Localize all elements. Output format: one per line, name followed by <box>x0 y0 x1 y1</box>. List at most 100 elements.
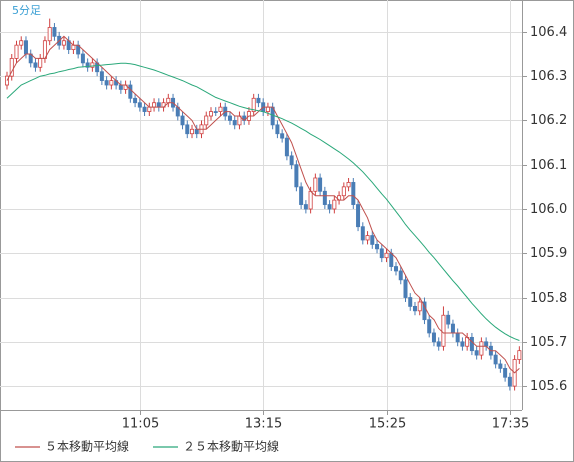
candle-body <box>455 332 460 343</box>
candle-body <box>493 354 498 365</box>
legend-label: ２５本移動平均線 <box>183 439 279 454</box>
candle-body <box>38 58 43 68</box>
candle-body <box>427 319 432 334</box>
y-tick-label: 106.1 <box>530 158 567 173</box>
grid <box>0 0 522 410</box>
candle-body <box>474 350 479 356</box>
candle-body <box>85 62 90 68</box>
candle-body <box>208 111 213 117</box>
candle-body <box>294 164 299 188</box>
candle-body <box>517 350 522 360</box>
candle-body <box>147 106 152 112</box>
candle-body <box>417 301 422 312</box>
candle-body <box>394 266 399 272</box>
candle-body <box>308 190 313 210</box>
candle-body <box>142 106 147 112</box>
y-tick-label: 106.2 <box>530 113 567 128</box>
legend-label: ５本移動平均線 <box>45 439 129 454</box>
candle-body <box>99 71 104 81</box>
candle-body <box>185 124 190 135</box>
candle-body <box>232 120 237 126</box>
candle-body <box>356 204 361 228</box>
candle-body <box>412 305 417 312</box>
candle-body <box>251 97 256 112</box>
candle-body <box>379 248 384 259</box>
candle-body <box>299 186 304 205</box>
candle-body <box>275 124 280 135</box>
candle-body <box>90 62 95 68</box>
moving-average-line <box>6 62 520 341</box>
candle-body <box>133 97 138 104</box>
candle-body <box>460 341 465 347</box>
y-tick-label: 106.0 <box>530 202 567 217</box>
candle-body <box>327 204 332 210</box>
candle-body <box>446 314 451 325</box>
candle-body <box>104 80 109 86</box>
candle-body <box>19 40 24 46</box>
candle-body <box>365 235 370 241</box>
candle-body <box>71 44 76 50</box>
candle-body <box>194 128 199 135</box>
x-tick-label: 17:35 <box>492 417 529 432</box>
x-tick-label: 15:25 <box>369 417 406 432</box>
candle-body <box>9 58 14 77</box>
candle-body <box>33 62 38 68</box>
candle-body <box>503 367 508 378</box>
candle-body <box>375 244 380 250</box>
candle-body <box>436 341 441 347</box>
candle-body <box>14 44 19 59</box>
candle-body <box>479 341 484 356</box>
candle-body <box>80 53 85 64</box>
x-tick-label: 13:15 <box>245 417 282 432</box>
candle-body <box>137 102 142 108</box>
y-tick-label: 105.6 <box>530 379 567 394</box>
y-tick-label: 106.3 <box>530 69 567 84</box>
y-tick-label: 105.8 <box>530 291 567 306</box>
candle-body <box>265 106 270 112</box>
candle-body <box>118 84 123 90</box>
candle-body <box>23 40 28 55</box>
candle-body <box>403 279 408 298</box>
candle-body <box>318 177 323 192</box>
candle-body <box>370 235 375 245</box>
candle-body <box>431 332 436 343</box>
candle-body <box>422 301 427 321</box>
candle-body <box>190 128 195 135</box>
plot-area <box>5 18 522 391</box>
candle-body <box>384 252 389 259</box>
y-tick-label: 105.9 <box>530 246 567 261</box>
candle-body <box>152 102 157 108</box>
candle-body <box>61 40 66 46</box>
chart-title: 5分足 <box>12 4 41 17</box>
candle-body <box>398 270 403 281</box>
candle-body <box>166 97 171 104</box>
candle-body <box>322 190 327 205</box>
candle-body <box>227 115 232 121</box>
x-tick-label: 11:05 <box>122 417 159 432</box>
candle-body <box>204 115 209 126</box>
candle-body <box>289 155 294 166</box>
legend: ５本移動平均線 ２５本移動平均線 <box>15 439 279 454</box>
candle-body <box>346 182 351 188</box>
candle-body <box>256 97 261 104</box>
candle-body <box>341 186 346 197</box>
candle-body <box>450 323 455 334</box>
candle-body <box>284 137 289 157</box>
candle-body <box>52 27 57 37</box>
candle-body <box>128 84 133 99</box>
candle-body <box>408 297 413 307</box>
candle-body <box>109 80 114 86</box>
candle-body <box>351 182 356 205</box>
candle-body <box>484 341 489 347</box>
candle-body <box>332 199 337 210</box>
candle-body <box>47 27 52 42</box>
candle-body <box>303 204 308 210</box>
candle-body <box>213 111 218 113</box>
candle-body <box>469 336 474 352</box>
candle-body <box>360 226 365 241</box>
candle-body <box>280 133 285 139</box>
moving-average-line <box>6 35 520 374</box>
y-tick-label: 105.7 <box>530 335 567 350</box>
